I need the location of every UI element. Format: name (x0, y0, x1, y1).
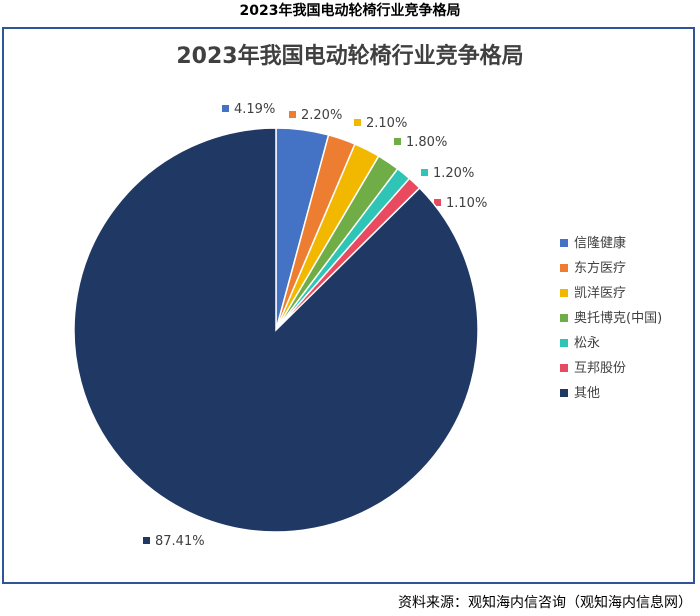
legend-swatch-4 (560, 339, 568, 347)
slice-label-marker-0 (222, 105, 229, 112)
slice-label-marker-1 (289, 111, 296, 118)
legend-label-5: 互邦股份 (574, 361, 626, 376)
slice-label-marker-6 (143, 537, 150, 544)
legend-label-3: 奥托博克(中国) (574, 311, 662, 326)
legend-swatch-1 (560, 264, 568, 272)
source-note: 资料来源：观知海内信咨询（观知海内信息网） (398, 595, 692, 611)
slice-label-marker-4 (421, 169, 428, 176)
chart-title: 2023年我国电动轮椅行业竞争格局 (176, 44, 524, 69)
legend-swatch-2 (560, 289, 568, 297)
legend-swatch-6 (560, 389, 568, 397)
page-title: 2023年我国电动轮椅行业竞争格局 (239, 3, 461, 19)
legend-label-4: 松永 (574, 336, 600, 351)
legend-label-1: 东方医疗 (574, 260, 626, 276)
legend-swatch-5 (560, 364, 568, 372)
legend-swatch-3 (560, 314, 568, 322)
slice-value-label-0: 4.19% (234, 102, 275, 117)
slice-value-label-1: 2.20% (301, 108, 342, 123)
slice-value-label-6: 87.41% (155, 534, 205, 549)
slice-value-label-5: 1.10% (446, 196, 487, 211)
slice-label-marker-2 (354, 119, 361, 126)
pie-slice-6 (73, 127, 479, 533)
slice-value-label-4: 1.20% (433, 166, 474, 181)
slice-value-label-2: 2.10% (366, 116, 407, 131)
slice-label-marker-5 (434, 199, 441, 206)
slice-value-label-3: 1.80% (406, 135, 447, 150)
legend-label-6: 其他 (574, 386, 600, 401)
legend-swatch-0 (560, 239, 568, 247)
legend-label-2: 凯洋医疗 (574, 286, 626, 301)
slice-label-marker-3 (394, 138, 401, 145)
legend-label-0: 信隆健康 (574, 235, 626, 251)
